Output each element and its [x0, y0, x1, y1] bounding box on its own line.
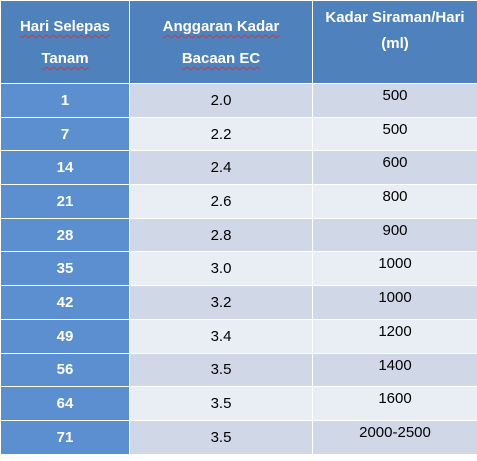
table-row: 71 3.5 2000-2500 [0, 419, 477, 455]
watering-value-cell: 500 [312, 116, 477, 152]
ec-value-cell: 2.4 [129, 150, 313, 186]
day-cell: 49 [0, 318, 130, 354]
header-watering-line1: Kadar Siraman/Hari [325, 9, 465, 26]
header-watering-rate: Kadar Siraman/Hari (ml) [312, 0, 477, 84]
day-cell: 14 [0, 150, 130, 186]
header-watering-line2: (ml) [381, 35, 409, 52]
watering-value-cell: 1000 [312, 285, 477, 320]
table-row: 42 3.2 1000 [0, 285, 477, 320]
day-cell: 28 [0, 217, 130, 253]
ec-value-cell: 3.0 [129, 251, 313, 287]
watering-value-cell: 1200 [312, 318, 477, 354]
watering-value-cell: 1600 [312, 386, 477, 421]
watering-value-cell: 2000-2500 [312, 419, 477, 455]
header-ec-estimate: Anggaran Kadar Bacaan EC [129, 0, 313, 84]
day-cell: 71 [0, 419, 130, 455]
watering-value-cell: 600 [312, 150, 477, 186]
day-cell: 21 [0, 184, 130, 219]
table-row: 7 2.2 500 [0, 116, 477, 152]
table-row: 28 2.8 900 [0, 217, 477, 253]
ec-value-cell: 3.5 [129, 419, 313, 455]
watering-value-cell: 1400 [312, 352, 477, 388]
day-cell: 64 [0, 386, 130, 421]
table-row: 56 3.5 1400 [0, 352, 477, 388]
ec-value-cell: 3.2 [129, 285, 313, 320]
watering-value-cell: 500 [312, 83, 477, 118]
watering-value-cell: 1000 [312, 251, 477, 287]
ec-value-cell: 3.4 [129, 318, 313, 354]
ec-value-cell: 2.8 [129, 217, 313, 253]
day-cell: 35 [0, 251, 130, 287]
ec-value-cell: 3.5 [129, 352, 313, 388]
header-ec-line1: Anggaran Kadar [162, 18, 280, 35]
day-cell: 1 [0, 83, 130, 118]
table-row: 49 3.4 1200 [0, 318, 477, 354]
table-row: 14 2.4 600 [0, 150, 477, 186]
table-row: 1 2.0 500 [0, 83, 477, 118]
table-row: 64 3.5 1600 [0, 386, 477, 421]
header-days-line1: Hari Selepas [19, 18, 111, 35]
header-days-line2: Tanam [41, 50, 89, 67]
day-cell: 56 [0, 352, 130, 388]
watering-value-cell: 900 [312, 217, 477, 253]
day-cell: 42 [0, 285, 130, 320]
ec-value-cell: 2.2 [129, 116, 313, 152]
table-header-row: Hari Selepas Tanam Anggaran Kadar Bacaan… [0, 0, 477, 84]
header-days-after-planting: Hari Selepas Tanam [0, 0, 130, 84]
header-ec-line2: Bacaan EC [181, 50, 261, 67]
table-row: 21 2.6 800 [0, 184, 477, 219]
ec-value-cell: 2.0 [129, 83, 313, 118]
ec-value-cell: 2.6 [129, 184, 313, 219]
ec-value-cell: 3.5 [129, 386, 313, 421]
table-row: 35 3.0 1000 [0, 251, 477, 287]
day-cell: 7 [0, 116, 130, 152]
watering-value-cell: 800 [312, 184, 477, 219]
